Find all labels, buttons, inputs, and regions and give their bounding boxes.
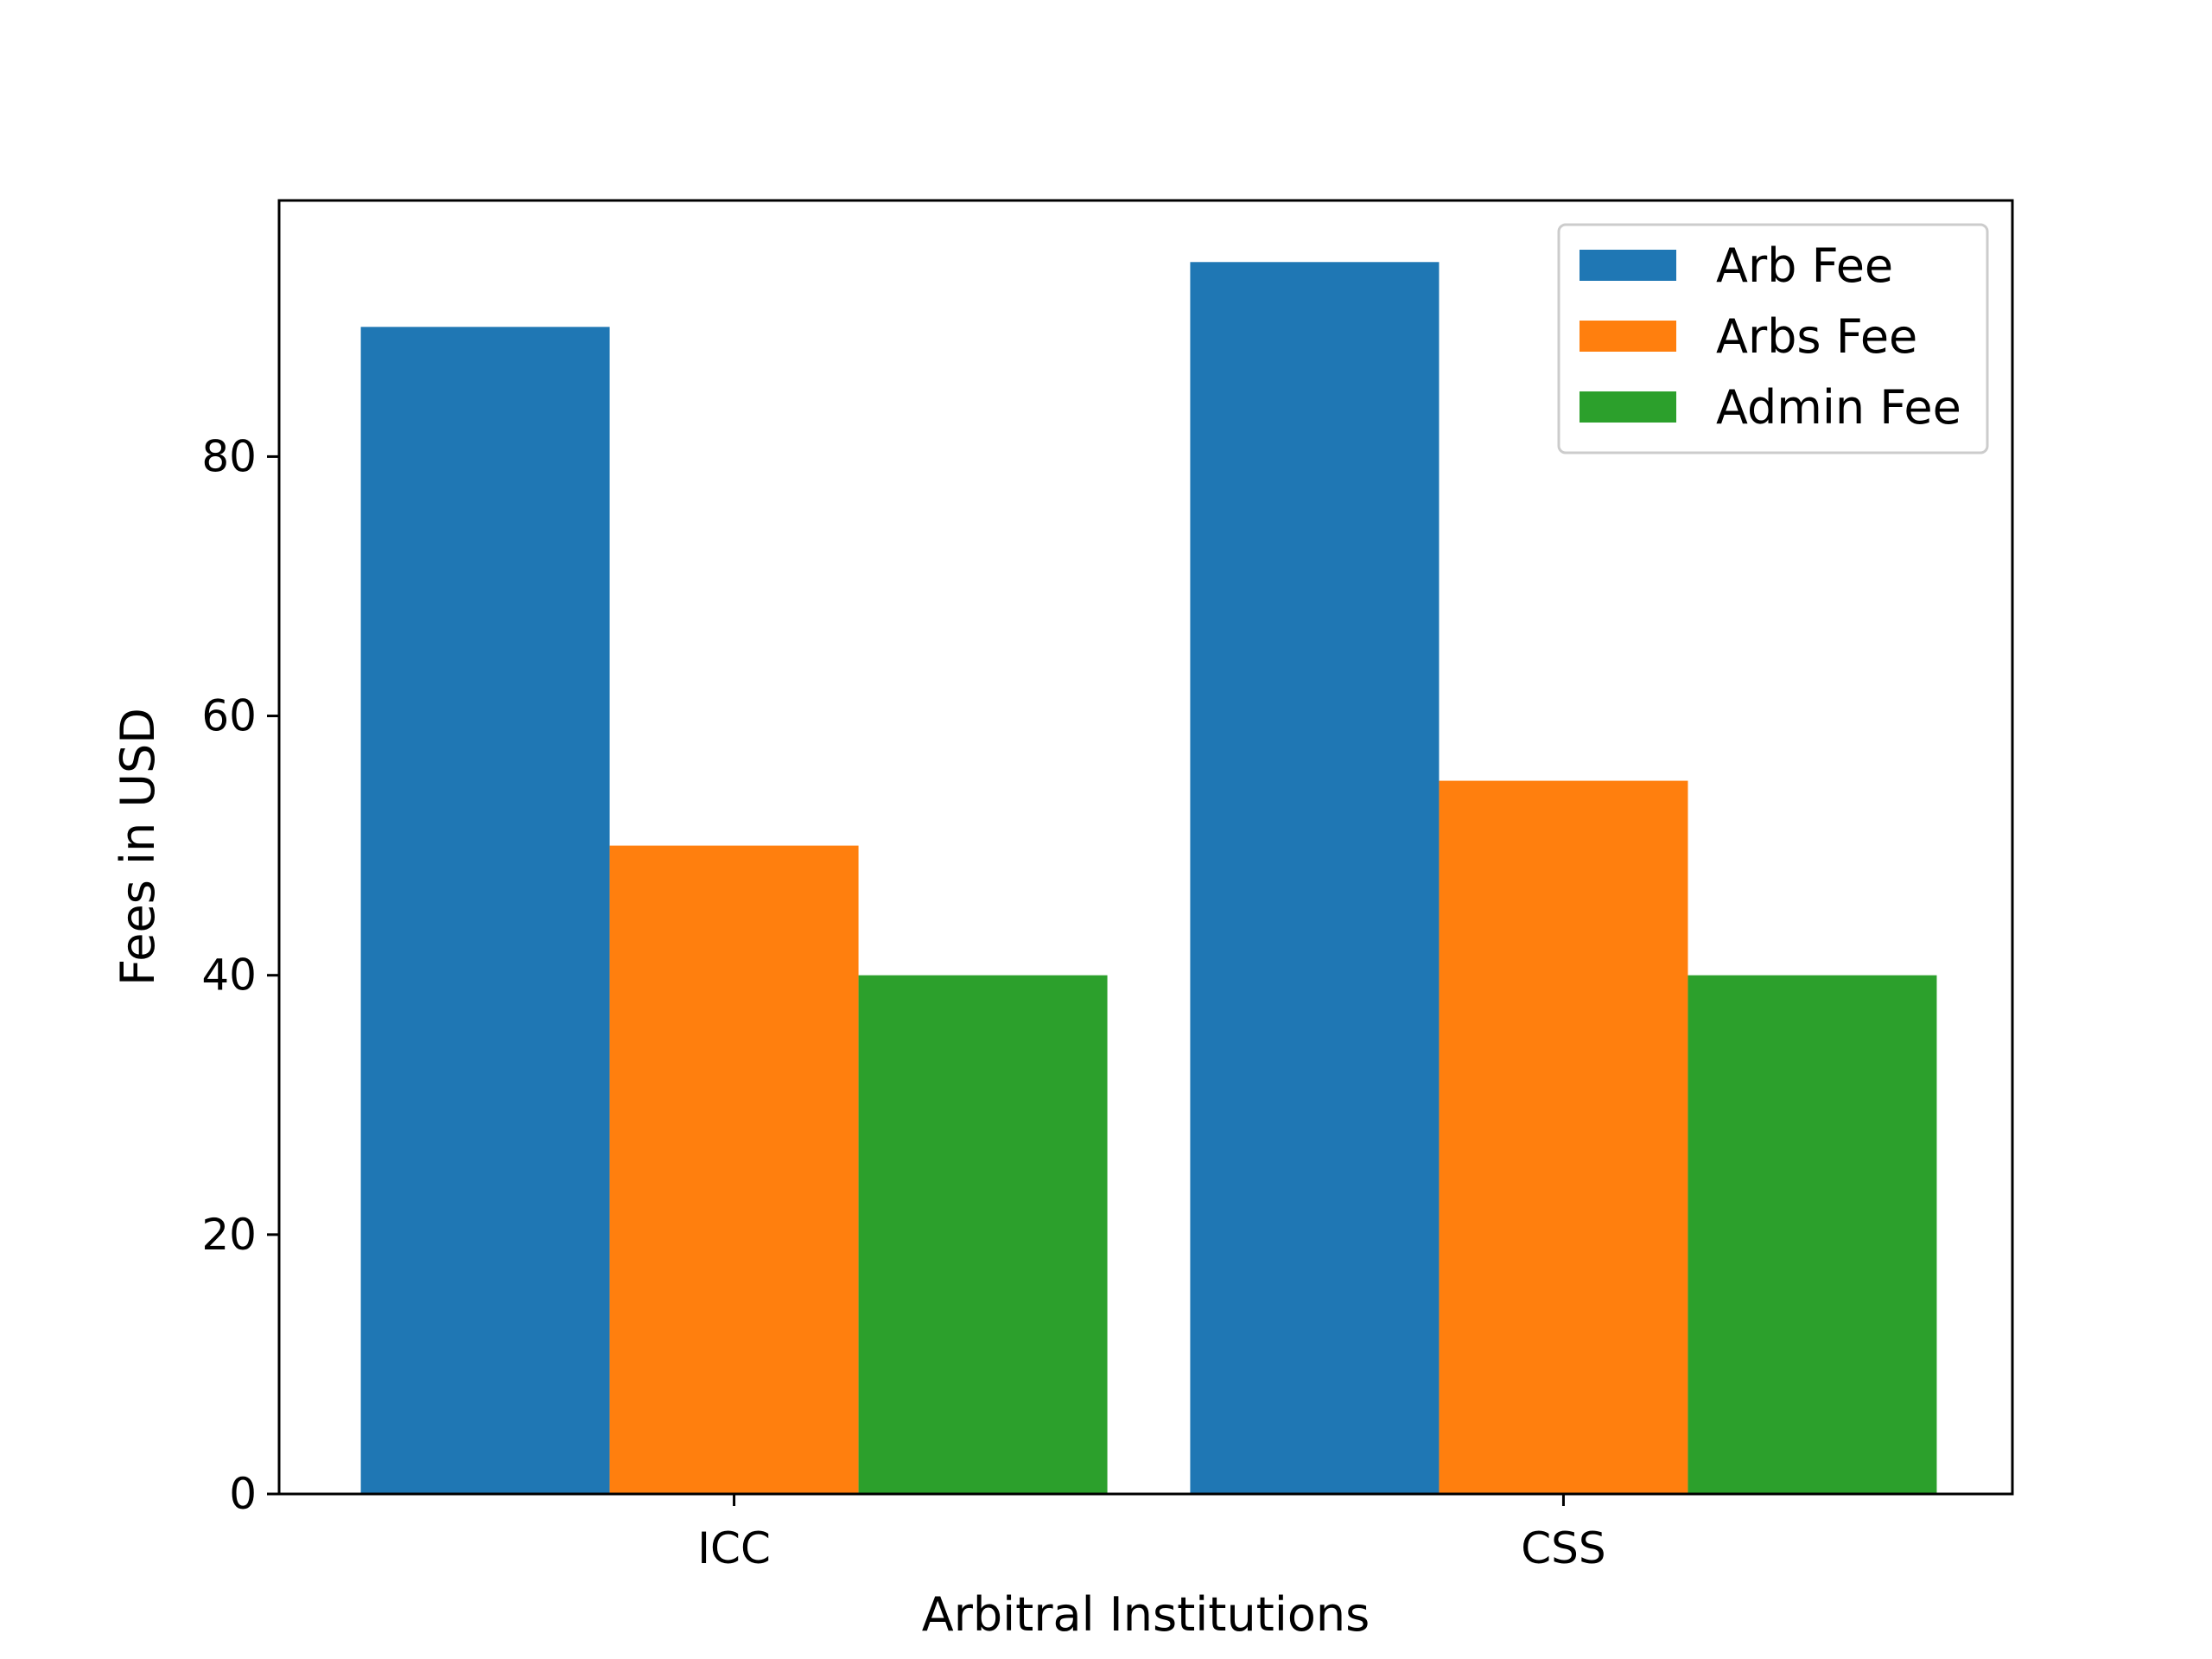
bar-admin-fee-icc: [858, 975, 1108, 1494]
y-tick-label: 20: [201, 1210, 257, 1260]
y-tick-label: 0: [229, 1469, 257, 1519]
legend-label-admin-fee: Admin Fee: [1716, 380, 1961, 435]
legend-swatch-arb-fee: [1580, 250, 1676, 281]
y-tick-label: 80: [201, 431, 257, 481]
legend: Arb Fee Arbs Fee Admin Fee: [1557, 223, 1989, 454]
y-tick-label: 40: [201, 950, 257, 1001]
legend-swatch-admin-fee: [1580, 391, 1676, 423]
y-tick-label: 60: [201, 691, 257, 741]
legend-swatch-arbs-fee: [1580, 321, 1676, 352]
plot-frame: [277, 199, 2014, 1496]
bar-arbs-fee-css: [1439, 780, 1688, 1494]
y-axis-label: Fees in USD: [111, 708, 165, 986]
x-tick-label-icc: ICC: [697, 1523, 771, 1573]
legend-label-arbs-fee: Arbs Fee: [1716, 309, 1917, 364]
bars-layer: [360, 262, 1937, 1495]
y-axis: 0 20 40 60 80: [201, 431, 279, 1519]
x-tick-label-css: CSS: [1521, 1523, 1605, 1573]
x-axis: ICC CSS: [697, 1494, 1606, 1573]
legend-label-arb-fee: Arb Fee: [1716, 238, 1893, 293]
bar-arb-fee-icc: [360, 327, 610, 1495]
bar-admin-fee-css: [1688, 975, 1937, 1494]
bar-arb-fee-css: [1190, 262, 1440, 1495]
bar-arbs-fee-icc: [609, 845, 859, 1494]
x-axis-label: Arbitral Institutions: [922, 1587, 1370, 1642]
